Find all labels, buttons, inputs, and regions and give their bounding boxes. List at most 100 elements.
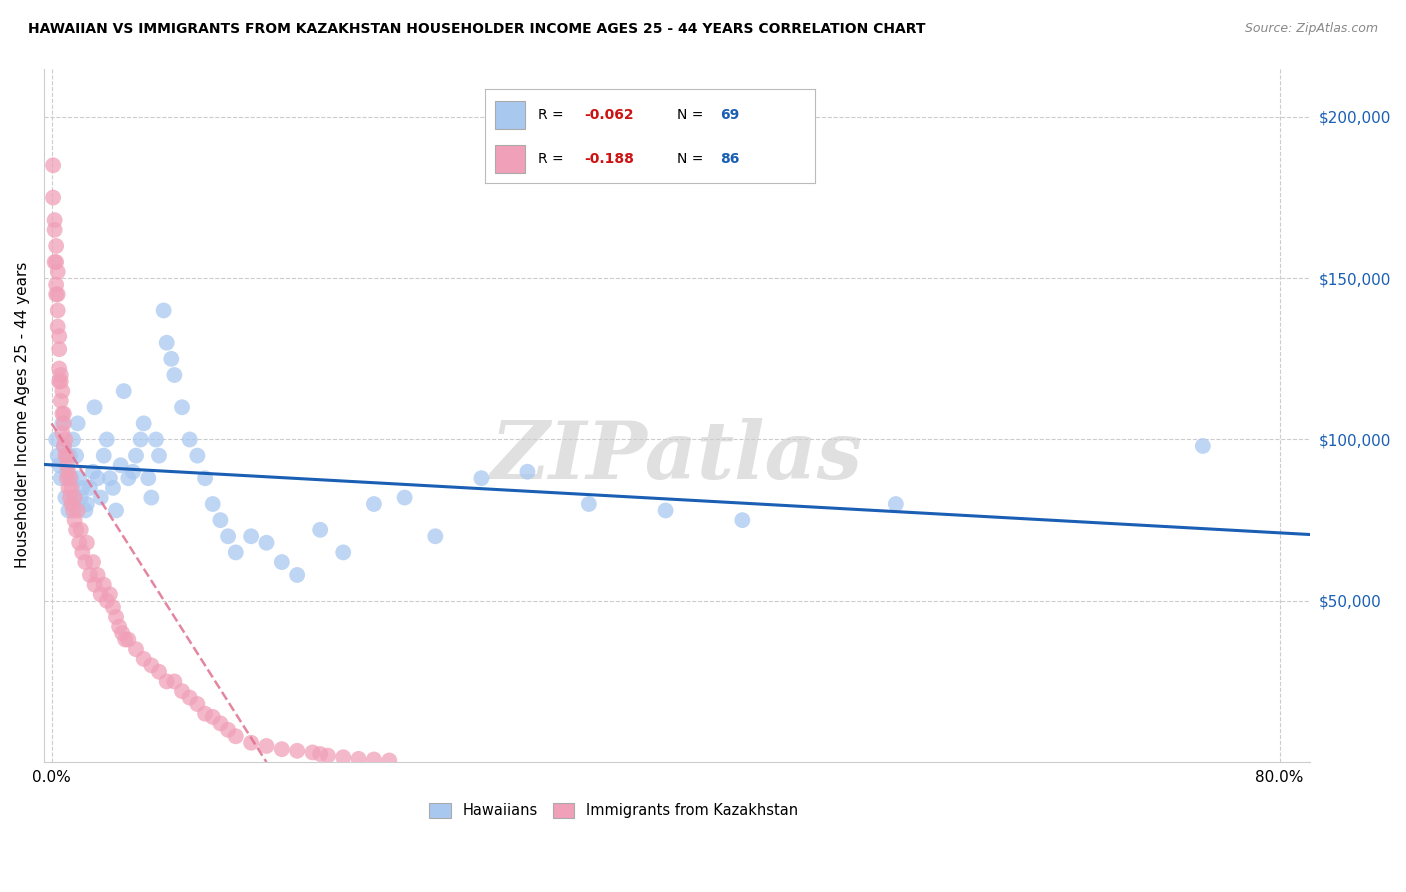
Point xyxy=(1192,439,1215,453)
Point xyxy=(217,529,239,543)
Point xyxy=(93,449,115,463)
Point xyxy=(62,503,84,517)
Text: N =: N = xyxy=(676,109,703,122)
Point xyxy=(48,361,70,376)
Text: 86: 86 xyxy=(720,153,740,167)
Point xyxy=(48,342,70,356)
Point xyxy=(51,384,73,398)
Point xyxy=(82,465,104,479)
Point xyxy=(240,529,263,543)
Point xyxy=(65,523,87,537)
Point xyxy=(44,255,66,269)
Point xyxy=(256,535,278,549)
FancyBboxPatch shape xyxy=(495,145,524,173)
Point xyxy=(270,555,292,569)
Text: R =: R = xyxy=(538,153,564,167)
Point xyxy=(90,587,112,601)
Legend: Hawaiians, Immigrants from Kazakhstan: Hawaiians, Immigrants from Kazakhstan xyxy=(423,797,804,824)
Point xyxy=(225,729,247,743)
Point xyxy=(62,433,84,447)
Point xyxy=(65,449,87,463)
Point xyxy=(56,471,79,485)
Point xyxy=(309,523,332,537)
Point xyxy=(56,449,79,463)
Point xyxy=(256,739,278,753)
Point xyxy=(75,555,97,569)
Point xyxy=(55,491,77,505)
Point xyxy=(60,497,83,511)
Point xyxy=(516,465,538,479)
Point xyxy=(163,368,186,382)
Point xyxy=(156,335,179,350)
Point xyxy=(59,471,82,485)
Point xyxy=(45,287,67,301)
Point xyxy=(56,465,79,479)
Point xyxy=(44,213,66,227)
Y-axis label: Householder Income Ages 25 - 44 years: Householder Income Ages 25 - 44 years xyxy=(15,262,30,568)
Point xyxy=(148,449,170,463)
Point xyxy=(90,491,112,505)
Point xyxy=(48,329,70,343)
Point xyxy=(470,471,492,485)
Point xyxy=(52,417,75,431)
Point xyxy=(578,497,600,511)
Point xyxy=(112,384,135,398)
Text: -0.062: -0.062 xyxy=(585,109,634,122)
Point xyxy=(209,716,232,731)
Point xyxy=(44,223,66,237)
Point xyxy=(56,458,79,473)
Point xyxy=(55,433,77,447)
Point xyxy=(111,626,134,640)
Point xyxy=(42,190,65,204)
Point xyxy=(201,710,224,724)
Point xyxy=(55,449,77,463)
Point xyxy=(301,746,323,760)
Point xyxy=(98,471,121,485)
Point xyxy=(51,417,73,431)
Point xyxy=(225,545,247,559)
Point xyxy=(378,754,401,768)
Point xyxy=(76,497,98,511)
Point xyxy=(136,471,159,485)
Point xyxy=(117,471,139,485)
Point xyxy=(51,407,73,421)
Point xyxy=(46,303,69,318)
Point xyxy=(96,594,118,608)
Point xyxy=(60,471,83,485)
Point xyxy=(45,255,67,269)
Point xyxy=(42,158,65,172)
Point xyxy=(96,433,118,447)
Point xyxy=(163,674,186,689)
Point xyxy=(60,481,83,495)
Point xyxy=(46,287,69,301)
Point xyxy=(110,458,132,473)
Point xyxy=(46,319,69,334)
Point xyxy=(66,417,89,431)
Point xyxy=(49,368,72,382)
Point xyxy=(52,407,75,421)
Point xyxy=(63,491,86,505)
Point xyxy=(105,610,128,624)
Point xyxy=(72,545,94,559)
Point xyxy=(52,439,75,453)
Point xyxy=(93,577,115,591)
Text: HAWAIIAN VS IMMIGRANTS FROM KAZAKHSTAN HOUSEHOLDER INCOME AGES 25 - 44 YEARS COR: HAWAIIAN VS IMMIGRANTS FROM KAZAKHSTAN H… xyxy=(28,22,925,37)
Point xyxy=(72,481,94,495)
Point xyxy=(63,491,86,505)
Point xyxy=(59,491,82,505)
Point xyxy=(83,401,105,415)
Point xyxy=(160,351,183,366)
Point xyxy=(170,684,193,698)
Point xyxy=(285,744,308,758)
Point xyxy=(48,458,70,473)
Point xyxy=(79,481,101,495)
Point xyxy=(654,503,676,517)
Point xyxy=(122,465,145,479)
Point xyxy=(49,375,72,389)
Point xyxy=(79,568,101,582)
Point xyxy=(66,503,89,517)
Point xyxy=(347,752,370,766)
Point xyxy=(82,555,104,569)
Point xyxy=(285,568,308,582)
Point xyxy=(49,471,72,485)
